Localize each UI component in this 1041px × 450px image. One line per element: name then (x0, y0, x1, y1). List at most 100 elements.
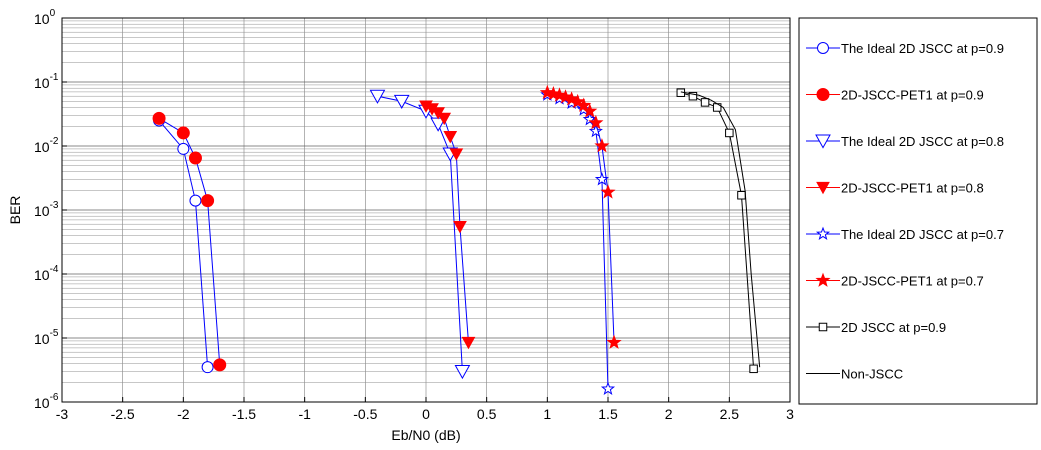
y-tick-exponent: -2 (50, 136, 59, 147)
y-tick-exponent: -5 (50, 328, 59, 339)
data-point (201, 361, 214, 374)
x-tick-label: 1.5 (598, 406, 618, 422)
legend-item: 2D-JSCC-PET1 at p=0.7 (806, 272, 984, 289)
series-8 (680, 91, 761, 368)
data-point (152, 111, 166, 125)
y-tick-label: 100 (34, 8, 56, 27)
data-point (600, 381, 616, 395)
data-point (588, 114, 604, 130)
y-tick-label: 10-6 (34, 392, 59, 411)
x-tick-label: 0 (422, 406, 430, 422)
series-line (158, 120, 209, 368)
data-point (570, 93, 586, 109)
y-tick-label: 10-3 (34, 200, 59, 219)
data-point (582, 112, 597, 126)
series-line (547, 94, 609, 389)
y-tick-label: 10-1 (34, 72, 59, 91)
data-point (737, 191, 746, 200)
legend-label: 2D-JSCC-PET1 at p=0.9 (841, 88, 984, 103)
y-tick-exponent: -1 (50, 72, 59, 83)
y-tick-base: 10 (34, 139, 50, 155)
legend-marker (816, 181, 830, 195)
legend-item: The Ideal 2D JSCC at p=0.8 (806, 134, 1004, 149)
series-7 (676, 88, 758, 374)
legend-label: The Ideal 2D JSCC at p=0.8 (841, 134, 1004, 149)
x-axis-ticks: -3 -2.5 -2 -1.5 -1 -0.5 0 0.5 1 1.5 2 2.5 3 (56, 397, 794, 422)
legend-label: 2D-JSCC-PET1 at p=0.7 (841, 274, 984, 289)
legend-label: 2D JSCC at p=0.9 (841, 320, 946, 335)
y-tick-label: 10-5 (34, 328, 59, 347)
legend-item: 2D-JSCC-PET1 at p=0.9 (806, 88, 984, 103)
legend-box (798, 17, 1038, 405)
data-point (582, 103, 598, 118)
x-axis-title: Eb/N0 (dB) (391, 427, 460, 443)
legend-marker (816, 88, 830, 101)
series-line (680, 91, 761, 368)
data-point (453, 221, 467, 234)
series-layer (152, 84, 761, 395)
x-tick-label: 1 (543, 406, 551, 422)
series-2 (152, 111, 227, 372)
series-line (680, 92, 755, 369)
data-point (461, 336, 476, 350)
data-point (176, 126, 190, 140)
series-line (158, 117, 221, 365)
legend-item: 2D-JSCC-PET1 at p=0.8 (806, 181, 984, 196)
legend-item: The Ideal 2D JSCC at p=0.9 (806, 41, 1004, 56)
y-tick-exponent: 0 (50, 8, 56, 19)
y-tick-exponent: -4 (50, 264, 59, 275)
y-tick-base: 10 (34, 267, 50, 283)
y-tick-base: 10 (34, 395, 50, 411)
data-point (725, 128, 734, 138)
data-point (369, 89, 386, 104)
data-point (188, 151, 202, 165)
data-point (449, 148, 464, 161)
data-point (213, 358, 227, 372)
data-point (454, 365, 471, 380)
legend-label: The Ideal 2D JSCC at p=0.9 (841, 41, 1004, 56)
x-tick-label: 2 (665, 406, 673, 422)
legend-label: 2D-JSCC-PET1 at p=0.8 (841, 181, 984, 196)
data-point (393, 94, 410, 109)
legend-label: Non-JSCC (841, 367, 903, 382)
x-tick-label: -1.5 (232, 406, 256, 422)
legend-marker (815, 134, 831, 149)
data-point (588, 123, 603, 138)
x-tick-label: 2.5 (720, 406, 740, 422)
y-tick-base: 10 (34, 331, 50, 347)
data-point (688, 91, 698, 101)
data-point (201, 194, 215, 208)
data-point (600, 184, 616, 199)
y-tick-label: 10-4 (34, 264, 59, 283)
legend: The Ideal 2D JSCC at p=0.9 2D-JSCC-PET1 a… (806, 41, 1004, 382)
x-tick-label: -2 (177, 406, 190, 422)
x-tick-label: -3 (56, 406, 69, 422)
legend-marker (817, 42, 829, 54)
data-point (437, 112, 452, 126)
x-tick-label: -2.5 (111, 406, 135, 422)
grid (61, 18, 791, 403)
y-tick-exponent: -3 (50, 200, 59, 211)
x-tick-label: 3 (786, 406, 794, 422)
data-point (177, 142, 190, 155)
data-point (594, 138, 610, 153)
y-tick-exponent: -6 (50, 392, 59, 403)
legend-marker (815, 272, 831, 287)
legend-marker (818, 322, 828, 332)
y-tick-base: 10 (34, 11, 50, 27)
data-point (189, 194, 202, 207)
legend-item: 2D JSCC at p=0.9 (806, 320, 946, 335)
x-tick-label: 0.5 (477, 406, 497, 422)
data-point (606, 334, 622, 349)
data-point (700, 98, 710, 107)
legend-marker (815, 226, 831, 241)
y-tick-base: 10 (34, 203, 50, 219)
legend-item: Non-JSCC (806, 367, 903, 382)
series-line (547, 92, 615, 343)
y-tick-label: 10-2 (34, 136, 59, 155)
y-axis-title: BER (7, 196, 23, 225)
data-point (576, 97, 592, 112)
legend-label: The Ideal 2D JSCC at p=0.7 (841, 227, 1004, 242)
